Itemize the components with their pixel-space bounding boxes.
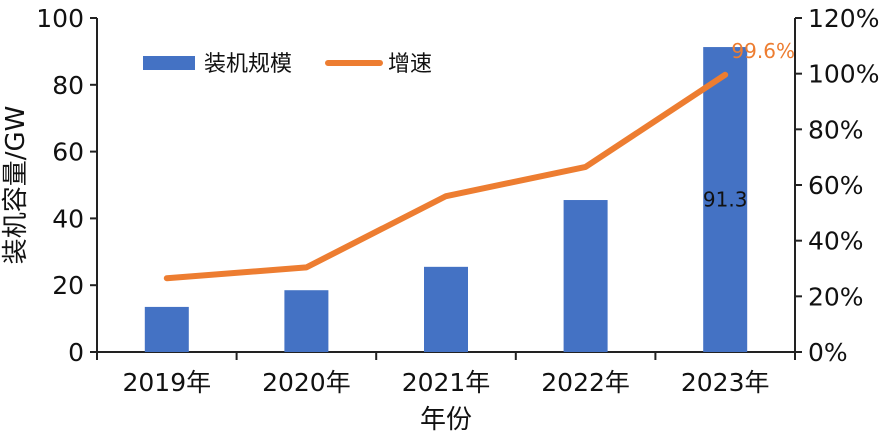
data-labels: 91.3 99.6% [703, 39, 795, 212]
legend-label-bar: 装机规模 [204, 52, 292, 77]
bar-series [144, 47, 748, 353]
x-tick-label: 2022年 [541, 368, 630, 397]
right-tick-label: 100% [808, 60, 879, 89]
right-tick-label: 0% [808, 338, 848, 367]
left-tick-label: 20 [52, 271, 84, 300]
bar [144, 306, 189, 352]
x-tick-label: 2023年 [681, 368, 770, 397]
bar [703, 47, 748, 353]
bar [563, 200, 608, 352]
x-tick-label: 2020年 [262, 368, 351, 397]
bar [284, 290, 329, 352]
legend: 装机规模 增速 [143, 52, 432, 77]
left-y-ticks: 0 20 40 60 80 100 [36, 4, 97, 367]
left-tick-label: 0 [68, 338, 84, 367]
x-axis-title: 年份 [420, 405, 472, 435]
legend-label-line: 增速 [388, 52, 432, 77]
growth-line [163, 71, 729, 282]
y-axis-title: 装机容量/GW [1, 106, 31, 265]
left-tick-label: 100 [36, 4, 84, 33]
bar [424, 266, 468, 352]
x-tick-label: 2019年 [122, 368, 211, 397]
left-tick-label: 40 [52, 204, 84, 233]
legend-swatch-bar [143, 56, 195, 70]
right-y-ticks: 0% 20% 40% 60% 80% 100% 120% [795, 4, 879, 367]
right-tick-label: 120% [808, 4, 879, 33]
x-ticks: 2019年 2020年 2021年 2022年 2023年 [96, 352, 796, 397]
right-tick-label: 80% [808, 115, 864, 144]
line-series [163, 71, 729, 282]
data-label: 99.6% [731, 39, 795, 63]
left-tick-label: 60 [52, 138, 84, 167]
x-tick-label: 2021年 [402, 368, 491, 397]
left-tick-label: 80 [52, 71, 84, 100]
right-tick-label: 20% [808, 282, 864, 311]
right-tick-label: 60% [808, 171, 864, 200]
data-label: 91.3 [703, 188, 748, 212]
right-tick-label: 40% [808, 227, 864, 256]
